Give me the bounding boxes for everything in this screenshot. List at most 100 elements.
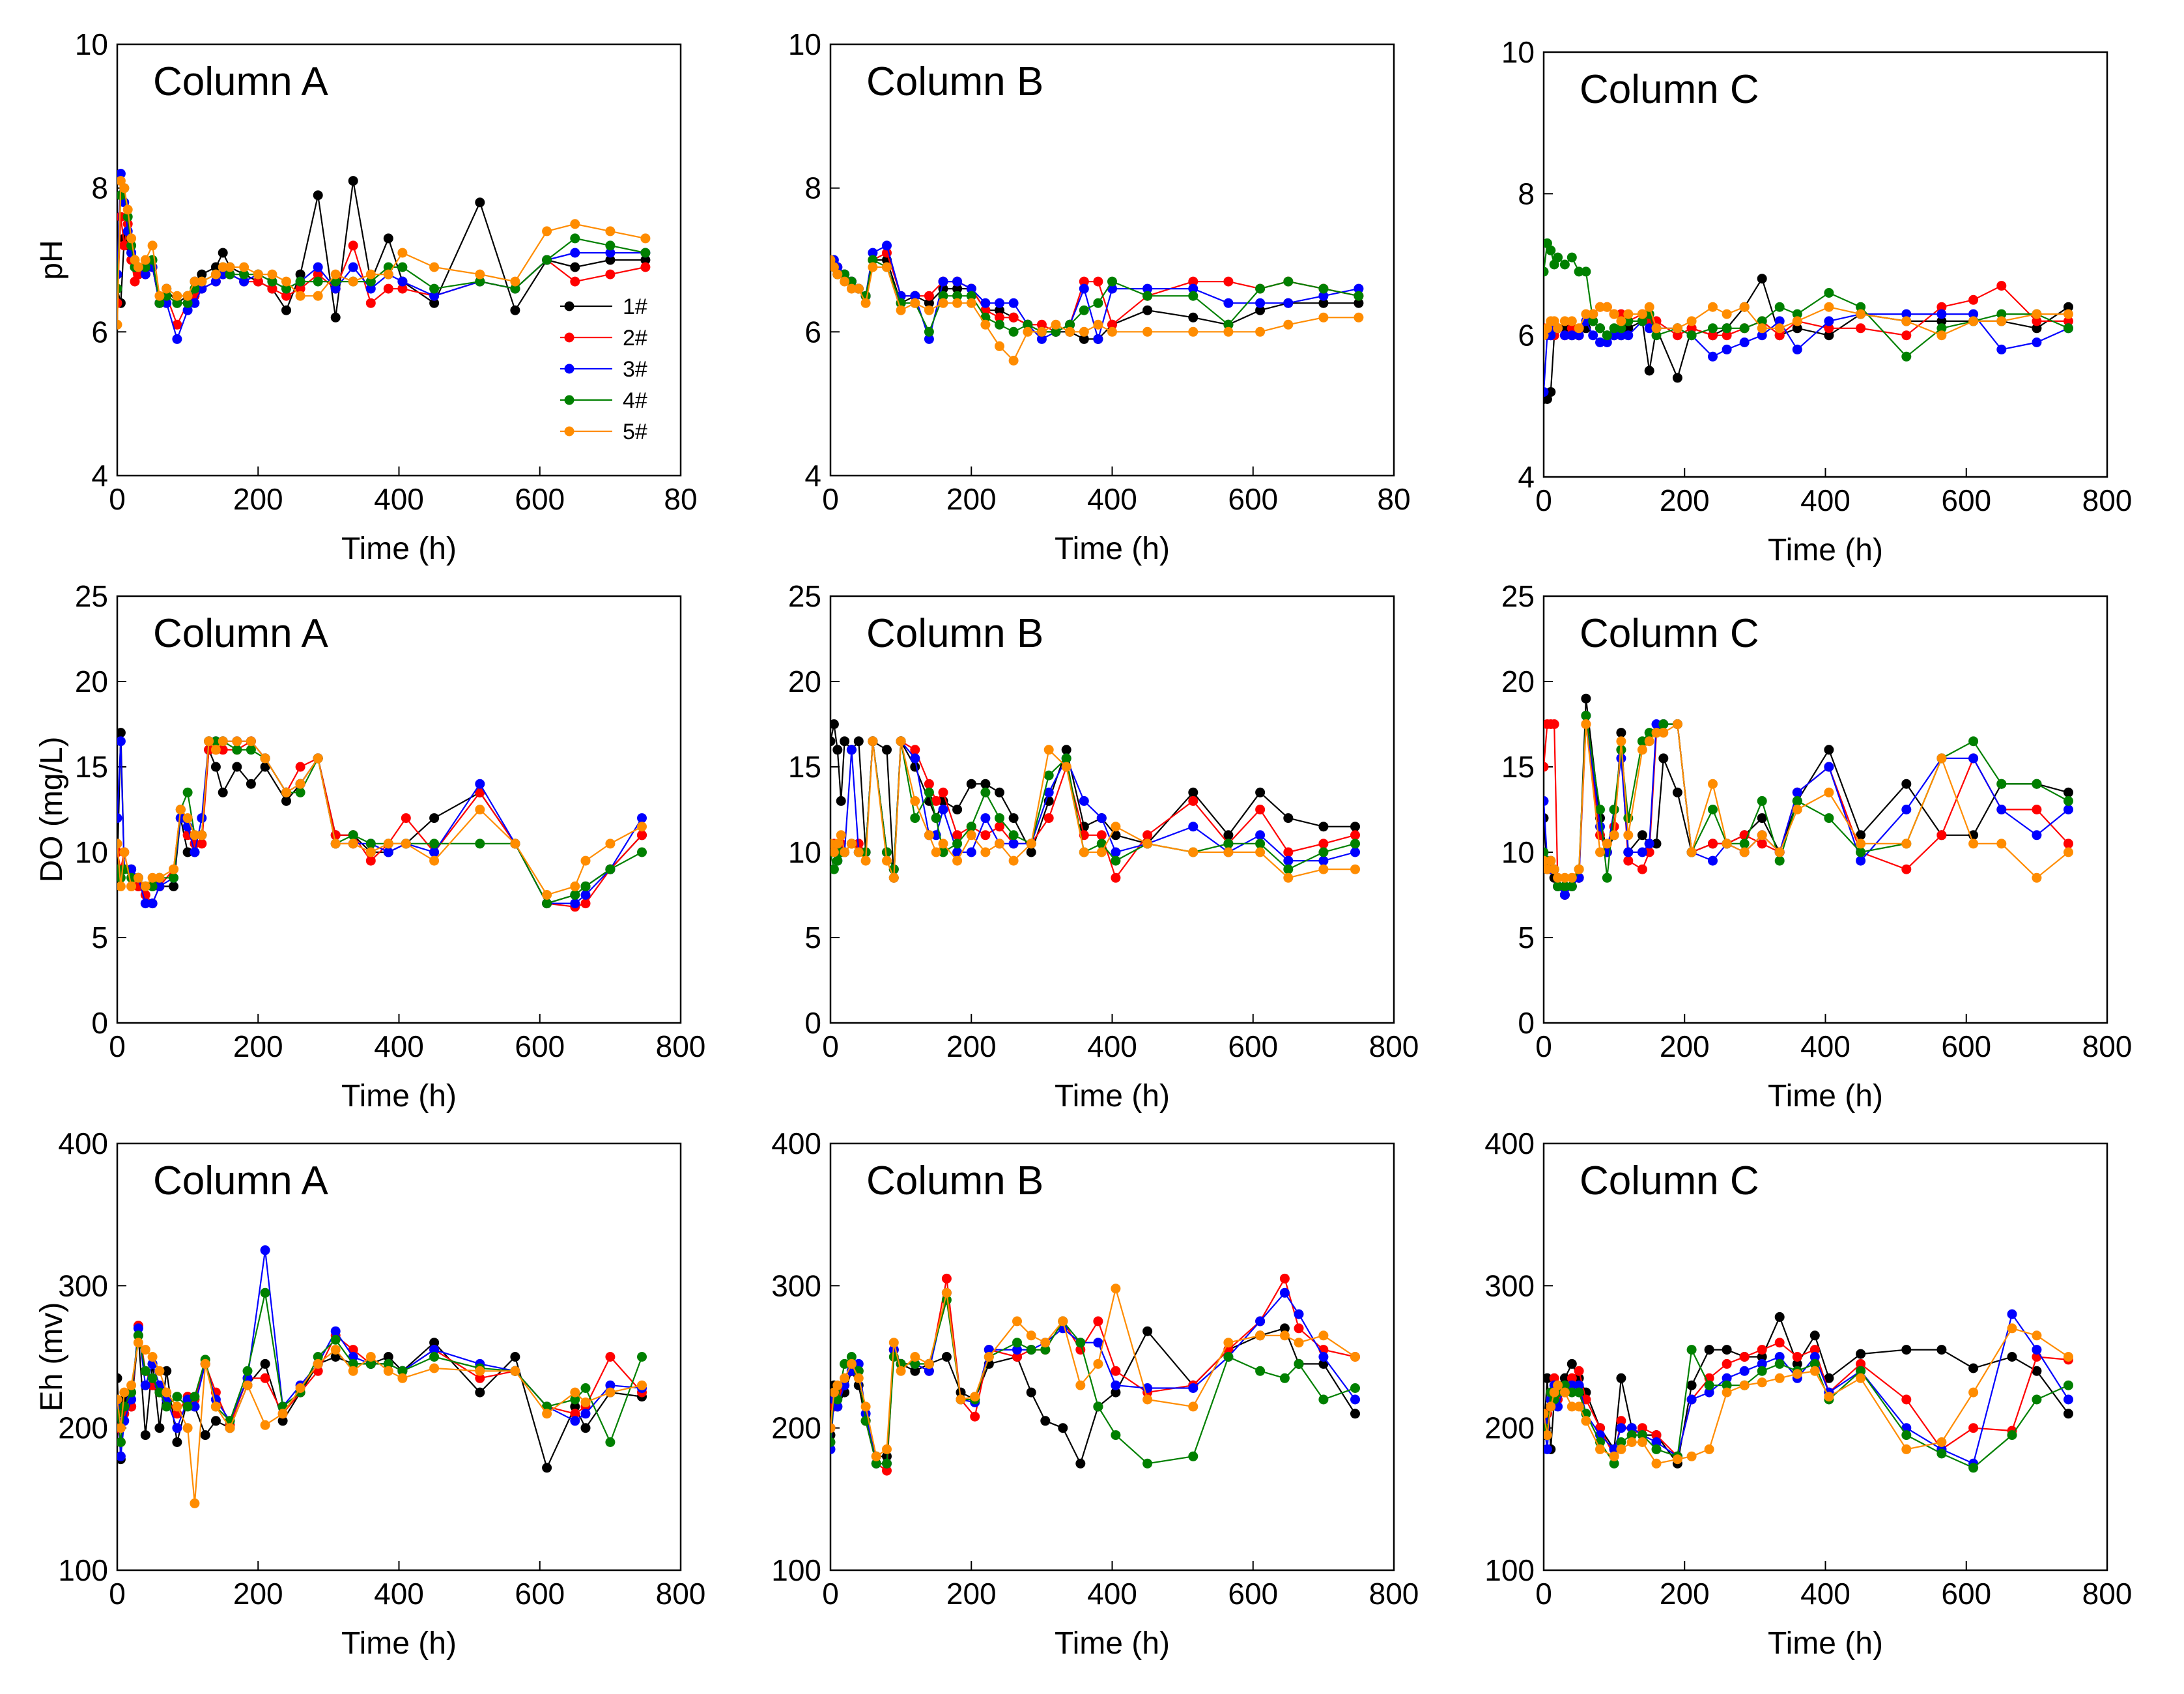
series-5-point — [1567, 872, 1577, 883]
y-tick-label: 6 — [91, 315, 108, 349]
series-3-point — [1283, 298, 1294, 308]
series-5-point — [1856, 1373, 1866, 1383]
series-3-point — [2032, 830, 2042, 840]
series-4-point — [313, 276, 323, 287]
series-3-point — [1283, 855, 1294, 866]
series-3-point — [1544, 796, 1549, 806]
series-5-point — [868, 262, 878, 272]
series-1-point — [1809, 1330, 1820, 1341]
series-5-point — [931, 847, 941, 857]
panel-title: Column C — [1580, 611, 1759, 656]
series-5-point — [1623, 309, 1634, 319]
series-5-point — [605, 839, 616, 849]
series-3-point — [2032, 337, 2042, 347]
series-3-point — [1574, 1380, 1584, 1390]
series-4-point — [1609, 805, 1619, 814]
series-4-point — [1968, 1463, 1979, 1473]
series-4-point — [637, 847, 647, 857]
series-4-point — [910, 813, 920, 824]
series-3-point — [1188, 283, 1198, 294]
series-5-point — [1318, 864, 1329, 874]
series-1-point — [383, 1352, 393, 1362]
series-5-point — [510, 839, 520, 849]
series-1-point — [1792, 1358, 1802, 1369]
series-5-point — [1318, 312, 1329, 323]
series-1-point — [281, 796, 291, 806]
y-tick-label: 5 — [91, 921, 108, 955]
y-tick-label: 10 — [1501, 35, 1535, 69]
series-5-point — [1350, 1352, 1360, 1362]
series-3-point — [605, 248, 616, 258]
series-1-point — [1936, 1345, 1947, 1355]
x-tick-label: 400 — [1800, 483, 1851, 517]
series-5-point — [860, 298, 871, 308]
series-3-point — [1968, 753, 1979, 764]
series-3-point — [1096, 813, 1107, 824]
series-5-point — [2032, 872, 2042, 883]
x-tick-label: 600 — [1228, 1029, 1278, 1063]
series-1-point — [510, 1352, 520, 1362]
series-3-point — [330, 283, 341, 294]
x-tick-label: 600 — [515, 1029, 565, 1063]
x-tick-label: 400 — [1800, 1029, 1851, 1063]
panel-title: Column C — [1580, 1158, 1759, 1203]
series-4-point — [1581, 266, 1591, 277]
series-5-point — [1968, 316, 1979, 326]
series-2-point — [1824, 323, 1834, 334]
series-1-point — [1616, 1373, 1626, 1383]
series-3-point — [1609, 1444, 1619, 1454]
x-tick-label: 600 — [515, 482, 565, 516]
x-tick-label: 400 — [1087, 1577, 1137, 1611]
series-2-point — [1968, 294, 1979, 305]
series-3-point — [1708, 855, 1718, 866]
series-4-point — [868, 255, 878, 265]
series-5-point — [1279, 1330, 1290, 1341]
series-4-point — [1651, 330, 1662, 341]
series-1-point — [882, 745, 892, 755]
series-5-point — [1008, 356, 1019, 366]
series-2-point — [1549, 719, 1559, 729]
series-1-point — [924, 298, 934, 308]
series-3-point — [330, 1326, 341, 1336]
series-5-point — [1188, 847, 1198, 857]
series-1-point — [1559, 1373, 1570, 1383]
series-4-point — [246, 745, 256, 755]
series-5-point — [1023, 326, 1033, 337]
series-5-point — [1757, 323, 1767, 334]
series-5-point — [140, 255, 150, 265]
series-2-point — [970, 1411, 980, 1422]
plot-frame — [829, 595, 1395, 1024]
series-2-point — [1294, 1323, 1304, 1334]
series-2-point — [1996, 281, 2007, 291]
series-3-point — [210, 276, 221, 287]
series-5-point — [1008, 855, 1019, 866]
series-3-point — [1188, 1383, 1198, 1393]
series-4-point — [2063, 323, 2073, 334]
x-tick-label: 200 — [233, 1029, 283, 1063]
series-5-point — [1096, 847, 1107, 857]
series-2-point — [1722, 330, 1732, 341]
series-5-point — [1774, 847, 1785, 857]
panel-column-c-do: Column C 0 200 400 600 800 0 5 10 15 20 25 Time (h) — [1501, 579, 2133, 1113]
series-5-point — [397, 248, 408, 258]
series-5-point — [1968, 1387, 1979, 1398]
series-5-point — [1901, 1444, 1912, 1454]
series-5-point — [542, 1409, 552, 1419]
plot-frame — [116, 595, 682, 1024]
series-3-point — [383, 847, 393, 857]
series-1-point — [1255, 787, 1266, 797]
series-4-point — [570, 1394, 580, 1405]
series-1-point — [1623, 323, 1634, 334]
series-5-point — [475, 269, 485, 280]
panel-title: Column A — [153, 611, 328, 656]
series-4-point — [1792, 796, 1802, 806]
series-5-point — [397, 1373, 408, 1383]
series-5-point — [1093, 319, 1103, 330]
series-2-point — [1757, 839, 1767, 849]
legend-label: 4# — [623, 388, 647, 413]
series-2-point — [260, 1373, 270, 1383]
series-4-point — [2063, 796, 2073, 806]
series-5-point — [1996, 839, 2007, 849]
series-2-point — [172, 319, 182, 330]
series-2-point — [475, 1373, 485, 1383]
